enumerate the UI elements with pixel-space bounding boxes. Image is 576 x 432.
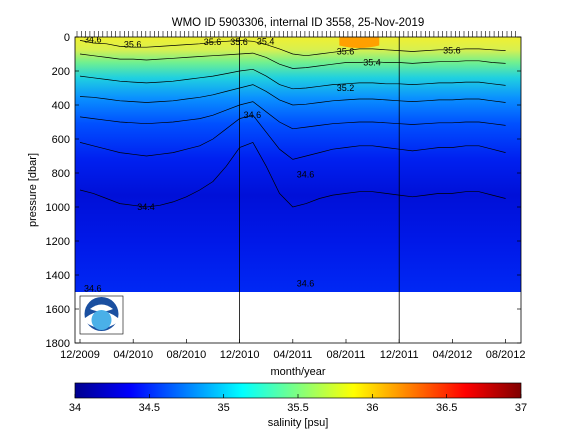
- y-tick-label: 600: [52, 134, 70, 146]
- colorbar-tick-label: 36: [366, 402, 378, 414]
- y-axis-label: pressure [dbar]: [27, 153, 39, 227]
- colorbar-tick-label: 34: [69, 402, 81, 414]
- x-tick-label: 12/2011: [380, 349, 419, 361]
- y-tick-label: 0: [64, 32, 70, 44]
- colorbar-label: salinity [psu]: [268, 417, 329, 429]
- colorbar-ticks: 34 34.5 35 35.5 36 36.5 37: [69, 394, 527, 414]
- y-tick-label: 1200: [46, 236, 70, 248]
- contour-label: 35.6: [230, 37, 248, 47]
- colorbar-tick-label: 36.5: [436, 402, 457, 414]
- x-tick-label: 08/2011: [327, 349, 366, 361]
- x-tick-label: 12/2010: [220, 349, 260, 361]
- x-tick-label: 12/2009: [60, 349, 100, 361]
- y-tick-label: 1800: [46, 338, 70, 350]
- noaa-logo: [79, 295, 124, 335]
- y-axis: 0 200 400 600 800 1000 1200 1400 1600 1800: [46, 32, 521, 350]
- y-tick-label: 1000: [46, 202, 70, 214]
- contour-label: 35.4: [257, 36, 275, 46]
- colorbar-tick-label: 34.5: [139, 402, 160, 414]
- salinity-field-fill: [75, 37, 521, 292]
- contour-label: 34.6: [84, 35, 102, 45]
- colorbar-tick-label: 35: [218, 402, 230, 414]
- isohaline-35: [79, 84, 506, 106]
- contour-label: 34.6: [244, 110, 262, 120]
- contour-label: 35.4: [363, 58, 381, 68]
- x-tick-label: 04/2011: [273, 349, 312, 361]
- y-tick-label: 1600: [46, 304, 70, 316]
- high-salinity-patch: [339, 37, 380, 49]
- contour-label: 34.6: [297, 279, 315, 289]
- contour-label: 35.6: [124, 40, 142, 50]
- isohaline-contours: [79, 40, 506, 208]
- year-markers: [239, 37, 400, 343]
- contour-label: 34.4: [137, 202, 155, 212]
- contour-label: 34.6: [84, 284, 102, 294]
- isohaline-34.6: [79, 114, 506, 160]
- y-tick-label: 200: [52, 66, 70, 78]
- contour-label: 34.6: [297, 170, 315, 180]
- noaa-logo-lower: [91, 310, 112, 330]
- isohaline-34.4: [79, 141, 506, 208]
- isohaline-35.4: [79, 52, 506, 69]
- chart-title: WMO ID 5903306, internal ID 3558, 25-Nov…: [172, 17, 425, 29]
- y-tick-label: 400: [52, 100, 70, 112]
- x-tick-label: 08/2010: [167, 349, 207, 361]
- contour-label: 35.6: [443, 46, 461, 56]
- x-tick-label: 08/2012: [486, 349, 526, 361]
- contour-label: 35.6: [204, 37, 222, 47]
- x-tick-label: 04/2010: [113, 349, 153, 361]
- noaa-logo-bird-icon: [90, 304, 113, 312]
- contour-label: 35.2: [337, 83, 355, 93]
- salinity-field: 34.6 35.6 35.6 35.6 35.4 35.6 35.4 35.6 35.2 34.6…: [75, 35, 521, 294]
- y-tick-label: 800: [52, 168, 70, 180]
- y-tick-label: 1400: [46, 270, 70, 282]
- isohaline-35.6: [79, 40, 506, 57]
- x-axis-label: month/year: [270, 366, 325, 378]
- profile-ticks: [76, 31, 516, 37]
- plot-frame: [74, 36, 522, 344]
- isohaline-34.8: [79, 101, 506, 130]
- x-tick-label: 04/2012: [433, 349, 473, 361]
- isohaline-35.2: [79, 68, 506, 90]
- x-axis: 12/2009 04/2010 08/2010 12/2010 04/2011 08/20…: [60, 339, 525, 361]
- colorbar-tick-label: 35.5: [287, 402, 308, 414]
- colorbar-tick-label: 37: [515, 402, 527, 414]
- contour-label: 35.6: [337, 46, 355, 56]
- contour-labels: 34.6 35.6 35.6 35.6 35.4 35.6 35.4 35.6 35.2 34.6…: [84, 35, 461, 294]
